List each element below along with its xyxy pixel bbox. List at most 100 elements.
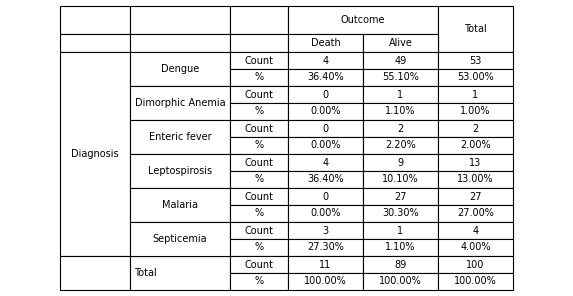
Bar: [438, 273, 513, 290]
Bar: [130, 6, 230, 34]
Bar: [288, 69, 363, 86]
Bar: [130, 34, 230, 52]
Text: 0: 0: [323, 123, 328, 133]
Bar: [230, 154, 288, 171]
Text: Death: Death: [311, 38, 340, 48]
Bar: [230, 120, 288, 137]
Bar: [288, 52, 363, 69]
Bar: [130, 222, 230, 256]
Bar: [363, 86, 438, 103]
Bar: [288, 34, 363, 52]
Bar: [230, 222, 288, 239]
Text: 0.00%: 0.00%: [310, 208, 341, 218]
Bar: [438, 188, 513, 205]
Bar: [60, 6, 130, 34]
Bar: [438, 222, 513, 239]
Text: 1.10%: 1.10%: [385, 242, 416, 252]
Bar: [130, 154, 230, 188]
Bar: [230, 256, 288, 273]
Bar: [288, 154, 363, 171]
Bar: [230, 239, 288, 256]
Bar: [130, 256, 230, 290]
Text: 0.00%: 0.00%: [310, 141, 341, 150]
Text: 30.30%: 30.30%: [382, 208, 419, 218]
Text: Count: Count: [245, 56, 273, 65]
Text: %: %: [254, 242, 264, 252]
Bar: [230, 6, 288, 34]
Text: 11: 11: [319, 260, 332, 269]
Bar: [230, 205, 288, 222]
Text: Total: Total: [464, 24, 487, 34]
Bar: [230, 86, 288, 103]
Bar: [288, 6, 438, 34]
Bar: [363, 256, 438, 273]
Text: 100.00%: 100.00%: [454, 276, 497, 287]
Bar: [288, 103, 363, 120]
Text: Count: Count: [245, 260, 273, 269]
Bar: [363, 69, 438, 86]
Bar: [288, 239, 363, 256]
Bar: [60, 34, 130, 52]
Bar: [363, 188, 438, 205]
Bar: [438, 171, 513, 188]
Text: 1: 1: [472, 89, 478, 99]
Text: %: %: [254, 107, 264, 117]
Bar: [230, 69, 288, 86]
Bar: [438, 103, 513, 120]
Text: Count: Count: [245, 123, 273, 133]
Text: Dengue: Dengue: [161, 64, 199, 74]
Text: 1: 1: [398, 226, 403, 236]
Text: 1.10%: 1.10%: [385, 107, 416, 117]
Text: 0: 0: [323, 192, 328, 202]
Text: 27: 27: [469, 192, 482, 202]
Bar: [60, 52, 130, 256]
Bar: [438, 52, 513, 69]
Bar: [438, 256, 513, 273]
Bar: [288, 222, 363, 239]
Text: 1: 1: [398, 89, 403, 99]
Text: 2.20%: 2.20%: [385, 141, 416, 150]
Bar: [130, 120, 230, 154]
Text: Count: Count: [245, 192, 273, 202]
Text: 27.00%: 27.00%: [457, 208, 494, 218]
Text: 100: 100: [466, 260, 485, 269]
Bar: [230, 137, 288, 154]
Text: 100.00%: 100.00%: [379, 276, 422, 287]
Bar: [230, 188, 288, 205]
Text: Enteric fever: Enteric fever: [148, 132, 211, 142]
Text: 49: 49: [394, 56, 407, 65]
Bar: [363, 205, 438, 222]
Bar: [230, 103, 288, 120]
Text: Leptospirosis: Leptospirosis: [148, 166, 212, 176]
Bar: [288, 120, 363, 137]
Text: Diagnosis: Diagnosis: [71, 149, 119, 159]
Text: 55.10%: 55.10%: [382, 73, 419, 83]
Text: Count: Count: [245, 157, 273, 168]
Bar: [438, 154, 513, 171]
Text: Alive: Alive: [388, 38, 413, 48]
Bar: [288, 273, 363, 290]
Text: 36.40%: 36.40%: [307, 175, 344, 184]
Text: Count: Count: [245, 89, 273, 99]
Bar: [363, 120, 438, 137]
Text: 4.00%: 4.00%: [460, 242, 490, 252]
Text: 1.00%: 1.00%: [460, 107, 490, 117]
Text: %: %: [254, 276, 264, 287]
Bar: [230, 34, 288, 52]
Text: 10.10%: 10.10%: [382, 175, 419, 184]
Text: Septicemia: Septicemia: [152, 234, 207, 244]
Text: 89: 89: [394, 260, 407, 269]
Bar: [130, 86, 230, 120]
Bar: [438, 205, 513, 222]
Text: 36.40%: 36.40%: [307, 73, 344, 83]
Bar: [288, 256, 363, 273]
Bar: [363, 171, 438, 188]
Text: Malaria: Malaria: [162, 200, 198, 210]
Bar: [363, 137, 438, 154]
Text: 4: 4: [472, 226, 478, 236]
Text: 100.00%: 100.00%: [304, 276, 347, 287]
Text: 13.00%: 13.00%: [457, 175, 494, 184]
Bar: [363, 103, 438, 120]
Text: 27.30%: 27.30%: [307, 242, 344, 252]
Bar: [288, 205, 363, 222]
